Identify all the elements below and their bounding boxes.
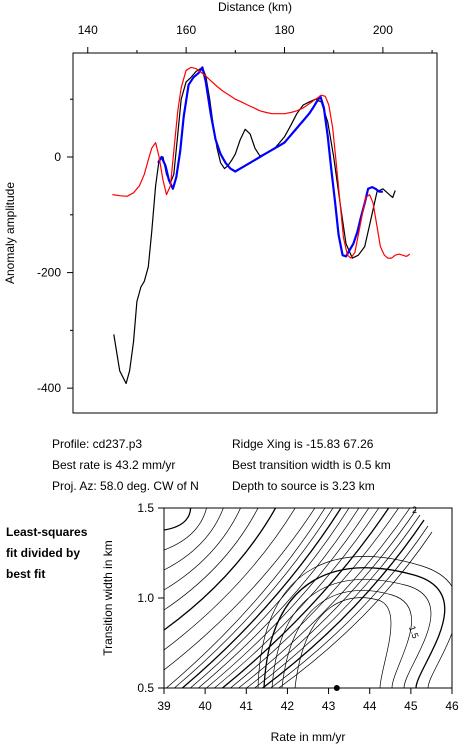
y-tick-label: 0 <box>54 150 61 164</box>
y-axis-title: Transition width in km <box>101 540 115 656</box>
contour-line <box>164 508 192 531</box>
contour-line <box>164 508 224 571</box>
x-tick-label: 39 <box>157 699 171 713</box>
x-axis-title: Distance (km) <box>218 0 292 14</box>
best-rate-text: Best rate is 43.2 mm/yr <box>52 458 176 472</box>
contour-line <box>164 508 207 551</box>
contour-lines <box>164 508 452 688</box>
x-tick-label: 200 <box>373 23 393 37</box>
plot-frame <box>72 52 438 414</box>
contour-line <box>181 508 342 688</box>
anomaly-chart: 140 160 180 200 0 -200 -400 Distance (km) Anomal… <box>3 0 438 414</box>
contour-line <box>164 508 296 651</box>
model-profile-line <box>112 66 411 259</box>
contour-line <box>271 579 432 688</box>
contour-description: Least-squares fit divided by best fit <box>6 522 87 585</box>
observed-profile-line <box>113 66 396 385</box>
contour-line <box>237 508 411 688</box>
x-tick-label: 44 <box>363 699 377 713</box>
contour-description-line-2: fit divided by <box>6 546 81 560</box>
y-tick-label: 1.5 <box>137 501 154 515</box>
contour-line <box>294 597 392 688</box>
best-fit-point <box>333 685 340 691</box>
contour-line <box>281 590 412 688</box>
contour-line <box>164 508 277 631</box>
x-tick-label: 40 <box>198 699 212 713</box>
contour-line <box>165 508 326 688</box>
x-tick-label: 45 <box>404 699 418 713</box>
depth-text: Depth to source is 3.23 km <box>232 479 375 493</box>
profile-text: Profile: cd237.p3 <box>52 437 143 451</box>
contour-line <box>270 525 429 688</box>
contour-line <box>205 508 370 688</box>
contour-line <box>278 531 433 688</box>
contour-line <box>245 509 417 688</box>
best-fit-profile-line <box>157 66 383 258</box>
x-tick-label: 42 <box>281 699 295 713</box>
x-tick-label: 43 <box>322 699 336 713</box>
y-tick-label: 0.5 <box>137 681 154 695</box>
y-axis-title: Anomaly amplitude <box>3 182 17 284</box>
contour-line <box>254 514 421 688</box>
contour-label: 1.5 <box>407 625 421 640</box>
contour-line <box>257 556 452 688</box>
ridge-xing-text: Ridge Xing is -15.83 67.26 <box>232 437 374 451</box>
proj-az-text: Proj. Az: 58.0 deg. CW of N <box>52 479 199 493</box>
contour-line <box>164 508 259 611</box>
contour-line <box>164 508 241 591</box>
x-axis-title: Rate in mm/yr <box>271 730 346 744</box>
y-tick-label: 1.0 <box>137 591 154 605</box>
contour-line <box>173 508 334 688</box>
contour-description-line-1: Least-squares <box>6 525 88 539</box>
y-tick-label: -200 <box>37 266 61 280</box>
best-width-text: Best transition width is 0.5 km <box>232 458 391 472</box>
y-tick-label: -400 <box>37 381 61 395</box>
x-tick-label: 140 <box>78 23 98 37</box>
misfit-contour-chart: 2 1.5 39 40 41 42 43 44 45 46 0.5 1.0 1.5 Rate in mm/… <box>101 501 459 744</box>
contour-line <box>164 508 316 671</box>
contour-line <box>221 508 390 688</box>
contour-line <box>263 567 446 688</box>
contour-line <box>197 508 360 688</box>
x-tick-label: 46 <box>445 699 459 713</box>
contour-line <box>213 508 380 688</box>
x-tick-label: 180 <box>274 23 294 37</box>
x-tick-label: 41 <box>240 699 254 713</box>
contour-label: 2 <box>412 505 417 515</box>
contour-description-line-3: best fit <box>6 567 46 581</box>
x-tick-label: 160 <box>176 23 196 37</box>
